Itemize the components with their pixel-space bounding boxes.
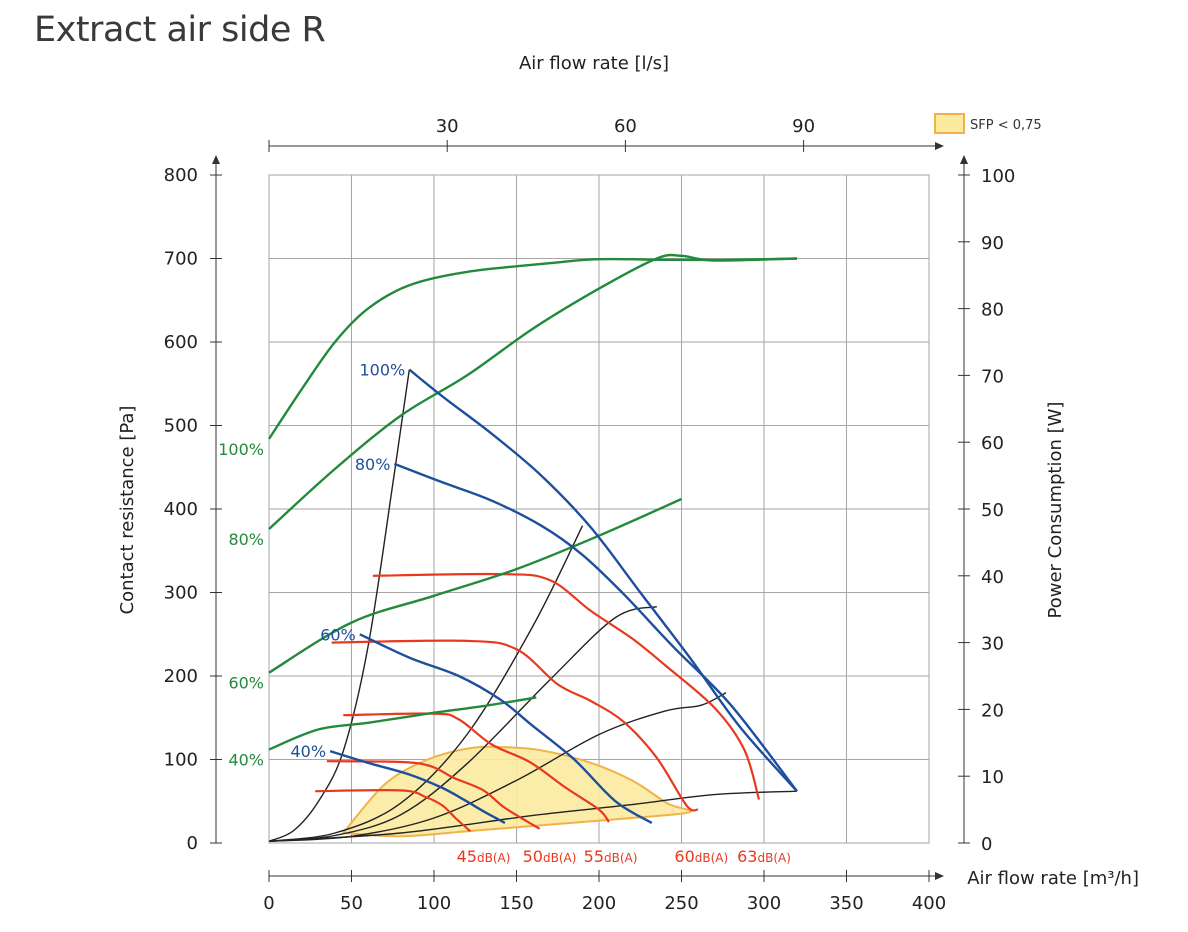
fan-curve-label: 100%: [360, 361, 406, 380]
sound-curve-label: 55dB(A): [584, 847, 638, 866]
fan-curves: [329, 368, 798, 825]
system-curve: [268, 525, 584, 842]
left-tick-label: 300: [164, 583, 198, 604]
bottom-tick-label: 100: [417, 893, 451, 914]
legend-label: SFP < 0,75: [970, 118, 1042, 133]
left-tick-label: 400: [164, 499, 198, 520]
right-tick-label: 30: [981, 634, 1004, 655]
sound-curve-label: 45dB(A): [457, 847, 511, 866]
sound-curve-label: 50dB(A): [523, 847, 577, 866]
fan-curve: [359, 633, 653, 825]
fan-curve: [393, 462, 798, 792]
left-tick-label: 100: [164, 750, 198, 771]
fan-curve: [329, 749, 506, 825]
left-tick-label: 800: [164, 165, 198, 186]
left-tick-label: 700: [164, 249, 198, 270]
top-tick-label: 60: [614, 116, 637, 137]
sound-curve: [326, 760, 541, 830]
power-curve-label: 40%: [228, 750, 264, 769]
system-curve: [268, 606, 657, 842]
page-title: Extract air side R: [34, 10, 326, 50]
top-tick-label: 90: [792, 116, 815, 137]
left-axis-arrow: [212, 155, 220, 164]
fan-curve-label: 60%: [320, 625, 356, 644]
power-curve: [268, 696, 537, 751]
bottom-axis-arrow: [935, 872, 944, 880]
top-tick-label: 30: [436, 116, 459, 137]
right-tick-label: 20: [981, 700, 1004, 721]
left-tick-label: 600: [164, 332, 198, 353]
power-curve: [268, 253, 798, 530]
right-tick-label: 70: [981, 366, 1004, 387]
right-tick-label: 90: [981, 233, 1004, 254]
right-tick-label: 40: [981, 567, 1004, 588]
left-tick-label: 0: [187, 833, 198, 854]
sound-curve-label: 63dB(A): [737, 847, 791, 866]
power-curve-label: 60%: [228, 674, 264, 693]
bottom-tick-label: 250: [664, 893, 698, 914]
system-curve: [268, 369, 410, 842]
sfp-area-group: [341, 745, 692, 838]
fan-curve-label: 80%: [355, 455, 391, 474]
top-axis-label: Air flow rate [l/s]: [519, 53, 669, 74]
bottom-tick-label: 150: [499, 893, 533, 914]
fan-curve: [408, 368, 798, 792]
right-tick-label: 80: [981, 300, 1004, 321]
power-curve-label: 80%: [228, 530, 264, 549]
bottom-axis-label: Air flow rate [m³/h]: [967, 868, 1139, 889]
power-curve-label: 100%: [218, 440, 264, 459]
power-curve: [267, 257, 798, 440]
right-axis-label: Power Consumption [W]: [1045, 402, 1066, 619]
bottom-tick-label: 50: [340, 893, 363, 914]
right-tick-label: 100: [981, 166, 1015, 187]
left-tick-label: 200: [164, 666, 198, 687]
top-axis-arrow: [935, 142, 944, 150]
bottom-tick-label: 200: [582, 893, 616, 914]
bottom-tick-label: 300: [747, 893, 781, 914]
right-tick-label: 50: [981, 500, 1004, 521]
sound-curve-label: 60dB(A): [674, 847, 728, 866]
left-tick-label: 500: [164, 416, 198, 437]
curve-labels: 100% 80% 60% 40% 100% 80% 60% 40% 45dB(A) 50dB(A)…: [218, 361, 791, 866]
grid: [268, 174, 930, 844]
power-curves: [267, 253, 798, 751]
left-axis-label: Contact resistance [Pa]: [117, 406, 138, 615]
bottom-tick-label: 350: [829, 893, 863, 914]
power-curve: [268, 497, 682, 674]
right-tick-label: 60: [981, 433, 1004, 454]
bottom-tick-label: 400: [912, 893, 946, 914]
sound-curve: [315, 788, 472, 833]
fan-curve-label: 40%: [290, 742, 326, 761]
system-curve: [268, 790, 798, 842]
right-tick-label: 0: [981, 834, 992, 855]
sfp-area: [341, 745, 692, 838]
bottom-tick-label: 0: [263, 893, 274, 914]
legend: SFP < 0,75: [934, 113, 1042, 134]
sound-curve: [331, 639, 699, 812]
right-tick-label: 10: [981, 767, 1004, 788]
legend-swatch: [934, 113, 965, 134]
right-axis-arrow: [960, 155, 968, 164]
